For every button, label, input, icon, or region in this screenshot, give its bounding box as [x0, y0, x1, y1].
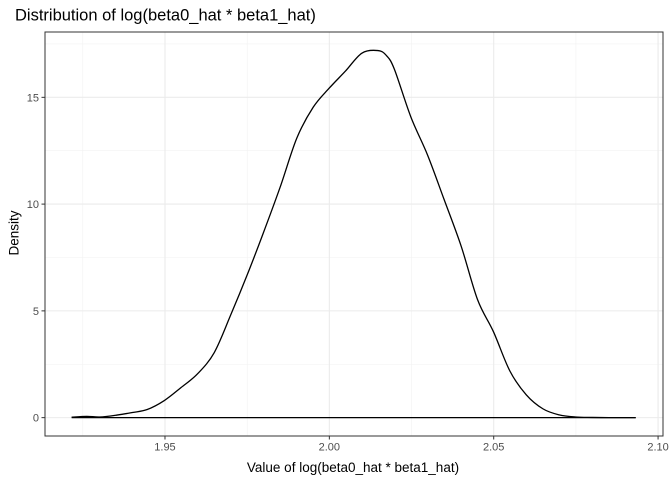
- y-axis: 0 5 10 15: [27, 92, 45, 425]
- x-axis-title: Value of log(beta0_hat * beta1_hat): [247, 460, 459, 475]
- x-axis: 1.95 2.00 2.05 2.10: [154, 436, 669, 454]
- y-tick-label: 5: [33, 306, 39, 318]
- x-tick-label: 2.10: [647, 442, 668, 454]
- y-axis-title: Density: [7, 210, 22, 255]
- y-tick-label: 15: [27, 92, 39, 104]
- y-tick-label: 0: [33, 413, 39, 425]
- y-tick-label: 10: [27, 199, 39, 211]
- x-tick-label: 2.00: [319, 442, 340, 454]
- panel-border: [44, 31, 664, 437]
- x-tick-label: 2.05: [483, 442, 504, 454]
- x-tick-label: 1.95: [154, 442, 175, 454]
- minor-gridlines: [45, 32, 663, 436]
- chart-title: Distribution of log(beta0_hat * beta1_ha…: [15, 7, 316, 25]
- density-curve: [71, 49, 636, 419]
